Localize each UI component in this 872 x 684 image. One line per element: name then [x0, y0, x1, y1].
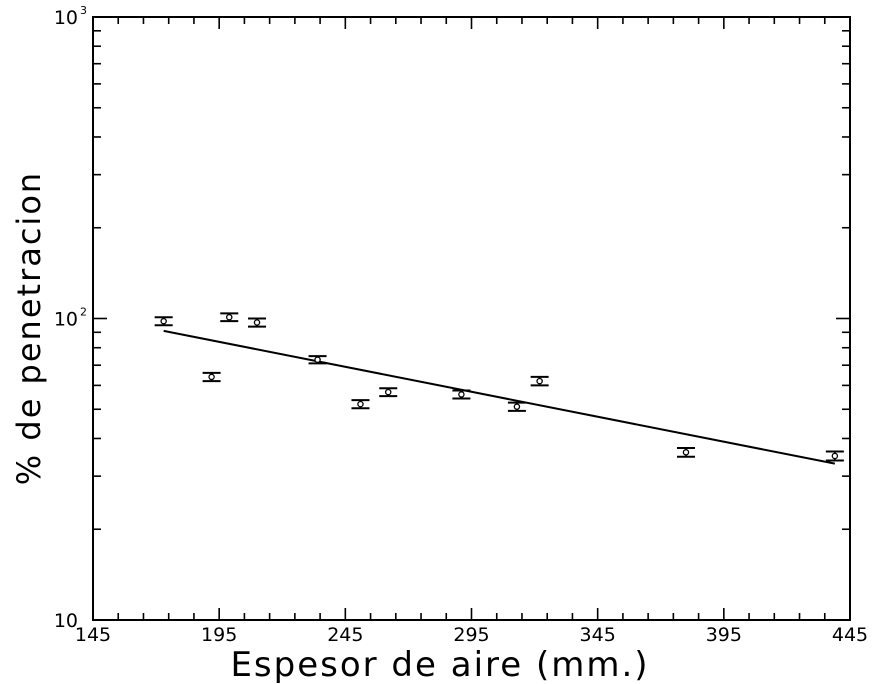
point-marker	[458, 391, 465, 398]
data-point	[154, 316, 173, 327]
data-point	[202, 371, 221, 383]
point-marker	[536, 377, 543, 385]
x-tick-label: 145	[75, 624, 111, 646]
x-tick-label: 295	[453, 624, 489, 646]
point-marker	[384, 388, 392, 396]
data-point	[220, 312, 239, 323]
y-tick-label: 10	[54, 610, 78, 632]
point-marker	[357, 400, 364, 408]
data-point	[825, 450, 844, 462]
point-marker	[513, 403, 521, 410]
x-axis-title: Espesor de aire (mm.)	[230, 645, 649, 684]
x-tick-label: 345	[580, 624, 616, 646]
point-marker	[314, 356, 321, 363]
data-point	[379, 387, 398, 398]
data-point	[507, 401, 526, 412]
data-point	[530, 375, 549, 387]
y-tick-label: 10	[54, 7, 78, 29]
point-marker	[253, 319, 261, 326]
x-tick-label: 445	[832, 624, 868, 646]
fit-line	[163, 329, 836, 465]
y-tick-exponent: 2	[80, 306, 87, 319]
point-marker	[160, 317, 167, 325]
point-marker	[682, 449, 690, 456]
x-tick-labels: 145 195 245 295 345 395 445	[75, 624, 868, 646]
point-marker	[831, 452, 839, 460]
point-marker	[208, 373, 215, 381]
point-marker	[226, 313, 233, 321]
data-point	[248, 317, 267, 328]
x-axis-ticks	[92, 17, 851, 620]
y-tick-exponent: 3	[80, 4, 87, 17]
y-axis-title: % de penetracion	[10, 171, 48, 485]
y-axis-ticks	[93, 29, 850, 621]
data-point	[351, 399, 370, 410]
plot-frame	[92, 16, 851, 621]
data-point	[308, 355, 327, 365]
data-point	[452, 389, 471, 400]
x-tick-label: 395	[706, 624, 742, 646]
x-tick-label: 195	[201, 624, 237, 646]
data-point	[676, 446, 695, 458]
fit-line-group	[163, 329, 836, 465]
x-tick-label: 245	[327, 624, 363, 646]
data-points	[154, 312, 844, 462]
y-tick-label: 10	[54, 309, 78, 331]
